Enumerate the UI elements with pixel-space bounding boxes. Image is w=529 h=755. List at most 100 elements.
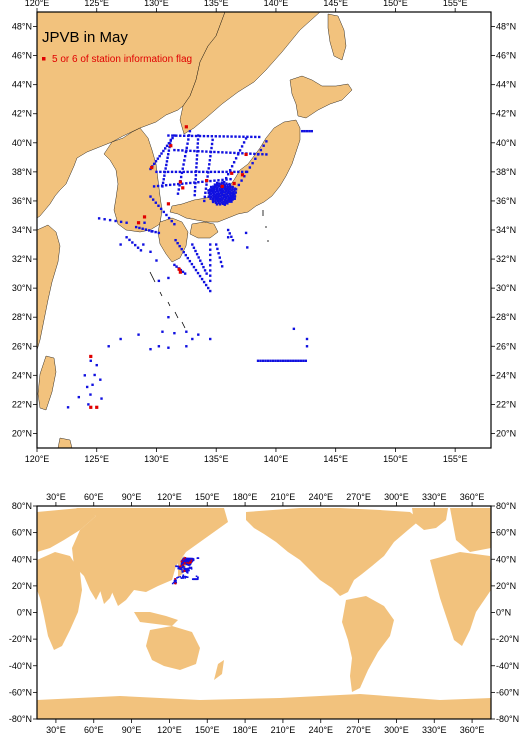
- station-point: [182, 250, 185, 254]
- station-point: [103, 218, 106, 221]
- station-point: [166, 170, 170, 174]
- station-point: [217, 196, 220, 199]
- station-point: [226, 187, 229, 191]
- station-point: [193, 149, 196, 153]
- station-point: [228, 169, 232, 172]
- lon-tick-label-bottom: 155°E: [443, 454, 468, 464]
- lon-tick-label-top: 120°E: [25, 0, 50, 8]
- station-point: [284, 359, 287, 362]
- station-point: [188, 129, 192, 133]
- station-point: [157, 345, 161, 348]
- station-point: [226, 185, 230, 189]
- station-point: [258, 135, 261, 139]
- station-point: [114, 219, 117, 223]
- station-point: [265, 153, 268, 156]
- station-point: [211, 198, 215, 202]
- flagged-point: [89, 405, 93, 409]
- lon-tick-label-top: 30°E: [46, 492, 66, 502]
- station-point: [217, 192, 220, 196]
- station-point: [151, 198, 155, 201]
- station-point: [95, 363, 98, 367]
- lon-tick-label-top: 145°E: [323, 0, 348, 8]
- lat-tick-label-left: 26°N: [12, 341, 32, 351]
- flagged-point: [178, 270, 182, 274]
- station-point: [155, 170, 158, 174]
- lat-tick-label-right: 30°N: [496, 283, 516, 293]
- station-point: [217, 184, 221, 187]
- station-point: [229, 190, 232, 194]
- lat-tick-label-left: 44°N: [12, 80, 32, 90]
- station-point: [202, 280, 206, 284]
- station-point: [183, 134, 186, 137]
- station-point: [206, 286, 210, 290]
- land-russia-fareast: [179, 12, 321, 135]
- station-point: [137, 333, 140, 336]
- station-point: [201, 150, 204, 153]
- lat-tick-label-right: -20°N: [496, 634, 519, 644]
- station-point: [100, 397, 103, 400]
- station-point: [195, 166, 198, 169]
- station-point: [226, 191, 230, 195]
- land-africa-east-repeat: [430, 552, 491, 646]
- station-point: [184, 150, 188, 154]
- lat-tick-label-left: 32°N: [12, 254, 32, 264]
- station-point: [97, 217, 101, 220]
- station-point: [229, 151, 232, 154]
- station-point: [154, 201, 158, 204]
- station-point: [200, 262, 204, 266]
- station-point: [211, 187, 214, 190]
- station-point: [181, 577, 184, 579]
- station-point: [202, 134, 206, 138]
- station-point: [189, 149, 192, 153]
- station-point: [173, 183, 176, 186]
- station-point: [210, 195, 213, 199]
- station-point: [190, 262, 194, 266]
- station-point: [207, 191, 210, 195]
- lat-tick-label-left: 24°N: [12, 370, 32, 380]
- land-shikoku: [189, 221, 219, 239]
- station-point: [221, 198, 224, 202]
- station-point: [210, 146, 213, 150]
- station-point: [180, 247, 183, 251]
- station-point: [177, 182, 180, 186]
- station-point: [198, 274, 202, 278]
- station-point: [170, 170, 174, 174]
- station-point: [179, 175, 183, 179]
- station-point: [212, 195, 216, 198]
- station-point: [142, 243, 145, 246]
- station-point: [136, 246, 140, 249]
- station-point: [213, 150, 216, 154]
- land-india: [92, 566, 116, 604]
- station-point: [209, 258, 212, 262]
- station-point: [167, 153, 170, 156]
- station-point: [204, 283, 208, 287]
- station-point: [223, 193, 226, 197]
- station-point: [216, 247, 219, 251]
- station-point: [225, 200, 229, 203]
- station-point: [159, 170, 162, 174]
- lon-tick-label-top: 125°E: [84, 0, 109, 8]
- station-point: [238, 135, 241, 138]
- land-ryukyu: [149, 271, 186, 329]
- station-point: [186, 170, 189, 174]
- flagged-point: [240, 173, 245, 177]
- station-point: [232, 192, 235, 195]
- station-point: [205, 272, 208, 275]
- station-point: [173, 222, 176, 226]
- station-point: [222, 197, 225, 200]
- lat-tick-label-left: 48°N: [12, 22, 32, 32]
- station-point: [221, 151, 224, 154]
- station-point: [218, 256, 221, 259]
- regional-axes: 120°E 120°E 125°E 125°E 130°E 130°E 135°E 135°E…: [12, 0, 516, 464]
- flagged-point: [181, 186, 185, 190]
- station-point: [204, 191, 207, 194]
- station-point: [209, 170, 213, 174]
- station-point: [89, 393, 92, 396]
- station-point: [219, 260, 223, 264]
- station-point: [188, 259, 192, 263]
- station-point: [175, 265, 178, 268]
- station-point: [162, 178, 165, 181]
- station-point: [212, 185, 215, 188]
- station-point: [207, 189, 210, 192]
- flagged-point: [183, 570, 186, 572]
